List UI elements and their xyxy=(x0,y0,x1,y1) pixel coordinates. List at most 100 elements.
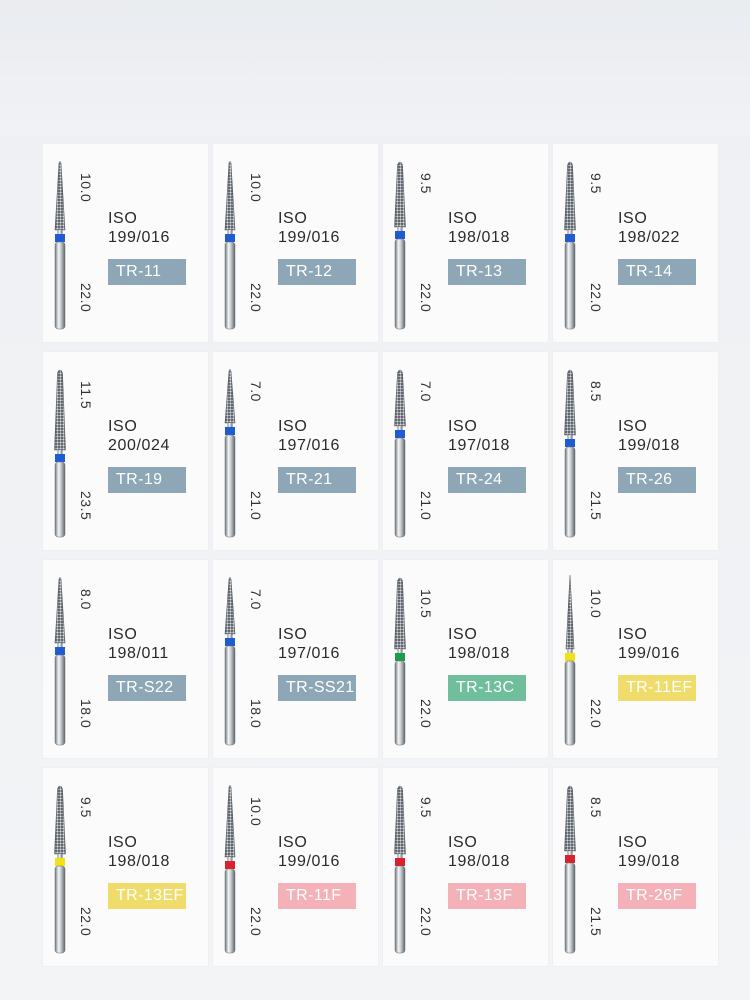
iso-spec: ISO 198/018 xyxy=(448,209,510,247)
bur-neck xyxy=(227,230,233,234)
product-card: 10.0 22.0 ISO 199/016 TR-12 xyxy=(212,143,379,343)
iso-spec: ISO 199/016 xyxy=(108,209,170,247)
bur-shank xyxy=(224,241,236,330)
model-badge: TR-26 xyxy=(618,467,696,493)
model-badge: TR-21 xyxy=(278,467,356,493)
iso-code: 198/022 xyxy=(618,229,681,246)
iso-label: ISO xyxy=(448,418,478,435)
iso-label: ISO xyxy=(618,834,648,851)
bur-neck xyxy=(567,230,573,234)
bur-neck xyxy=(57,854,63,858)
bur-shank xyxy=(564,862,576,954)
product-card: 9.5 22.0 ISO 198/022 TR-14 xyxy=(552,143,719,343)
bur-shank xyxy=(394,437,406,538)
iso-spec: ISO 198/018 xyxy=(448,833,510,871)
head-length-label: 10.0 xyxy=(78,173,94,203)
bur-neck xyxy=(57,230,63,234)
model-badge: TR-19 xyxy=(108,467,186,493)
iso-code: 197/016 xyxy=(278,645,341,662)
iso-label: ISO xyxy=(108,418,138,435)
iso-label: ISO xyxy=(108,834,138,851)
head-length-label: 9.5 xyxy=(588,173,604,194)
total-length-label: 22.0 xyxy=(418,699,434,729)
head-length-label: 10.0 xyxy=(248,173,264,203)
total-length-label: 18.0 xyxy=(78,699,94,729)
iso-code: 197/016 xyxy=(278,437,341,454)
bur-shank xyxy=(394,865,406,954)
iso-label: ISO xyxy=(448,834,478,851)
model-badge: TR-13EF xyxy=(108,883,186,909)
dental-bur-icon xyxy=(54,161,66,330)
iso-spec: ISO 198/018 xyxy=(448,625,510,663)
head-length-label: 9.5 xyxy=(78,797,94,818)
dental-bur-icon xyxy=(224,577,236,746)
model-badge: TR-14 xyxy=(618,259,696,285)
bur-color-band xyxy=(395,858,405,866)
model-badge: TR-13C xyxy=(448,675,526,701)
bur-shank xyxy=(224,645,236,746)
iso-code: 199/016 xyxy=(108,229,171,246)
dental-bur-icon xyxy=(564,161,576,330)
bur-head xyxy=(394,161,406,228)
bur-color-band xyxy=(565,234,575,242)
head-length-label: 9.5 xyxy=(418,797,434,818)
bur-neck xyxy=(227,857,233,861)
dental-bur-icon xyxy=(394,577,406,746)
bur-head xyxy=(394,577,406,650)
bur-head xyxy=(394,369,406,427)
bur-color-band xyxy=(565,653,575,661)
bur-neck xyxy=(397,426,403,430)
product-card: 8.0 18.0 ISO 198/011 TR-S22 xyxy=(42,559,209,759)
model-badge: TR-11EF xyxy=(618,675,696,701)
iso-label: ISO xyxy=(278,834,308,851)
head-length-label: 10.0 xyxy=(588,589,604,619)
model-badge: TR-SS21 xyxy=(278,675,356,701)
iso-label: ISO xyxy=(278,210,308,227)
iso-code: 199/016 xyxy=(278,853,341,870)
bur-color-band xyxy=(225,638,235,646)
bur-color-band xyxy=(225,427,235,435)
bur-color-band xyxy=(225,861,235,869)
dental-bur-icon xyxy=(394,161,406,330)
iso-spec: ISO 199/018 xyxy=(618,417,680,455)
bur-color-band xyxy=(55,454,65,462)
iso-label: ISO xyxy=(278,626,308,643)
bur-head xyxy=(394,785,406,855)
bur-shank xyxy=(394,238,406,330)
model-badge: TR-13F xyxy=(448,883,526,909)
head-length-label: 8.0 xyxy=(78,589,94,610)
bur-color-band xyxy=(395,653,405,661)
iso-label: ISO xyxy=(108,626,138,643)
dental-bur-icon xyxy=(224,369,236,538)
bur-neck xyxy=(397,854,403,858)
bur-head xyxy=(54,161,66,231)
product-card: 9.5 22.0 ISO 198/018 TR-13EF xyxy=(42,767,209,967)
model-badge: TR-12 xyxy=(278,259,356,285)
bur-color-band xyxy=(55,647,65,655)
head-length-label: 8.5 xyxy=(588,381,604,402)
iso-spec: ISO 199/018 xyxy=(618,833,680,871)
total-length-label: 21.5 xyxy=(588,907,604,937)
iso-spec: ISO 198/018 xyxy=(108,833,170,871)
head-length-label: 10.5 xyxy=(418,589,434,619)
iso-code: 200/024 xyxy=(108,437,171,454)
total-length-label: 22.0 xyxy=(78,907,94,937)
dental-bur-icon xyxy=(54,785,66,954)
bur-head xyxy=(224,785,236,858)
iso-spec: ISO 200/024 xyxy=(108,417,170,455)
iso-spec: ISO 198/011 xyxy=(108,625,169,663)
iso-spec: ISO 197/016 xyxy=(278,417,340,455)
total-length-label: 21.0 xyxy=(418,491,434,521)
model-badge: TR-26F xyxy=(618,883,696,909)
product-card: 10.0 22.0 ISO 199/016 TR-11EF xyxy=(552,559,719,759)
bur-shank xyxy=(54,241,66,330)
bur-head xyxy=(564,161,576,231)
bur-head xyxy=(224,577,236,635)
iso-code: 199/016 xyxy=(618,645,681,662)
head-length-label: 9.5 xyxy=(418,173,434,194)
total-length-label: 22.0 xyxy=(78,283,94,313)
dental-bur-icon xyxy=(54,577,66,746)
product-card: 9.5 22.0 ISO 198/018 TR-13F xyxy=(382,767,549,967)
iso-spec: ISO 197/016 xyxy=(278,625,340,663)
bur-neck xyxy=(397,227,403,231)
